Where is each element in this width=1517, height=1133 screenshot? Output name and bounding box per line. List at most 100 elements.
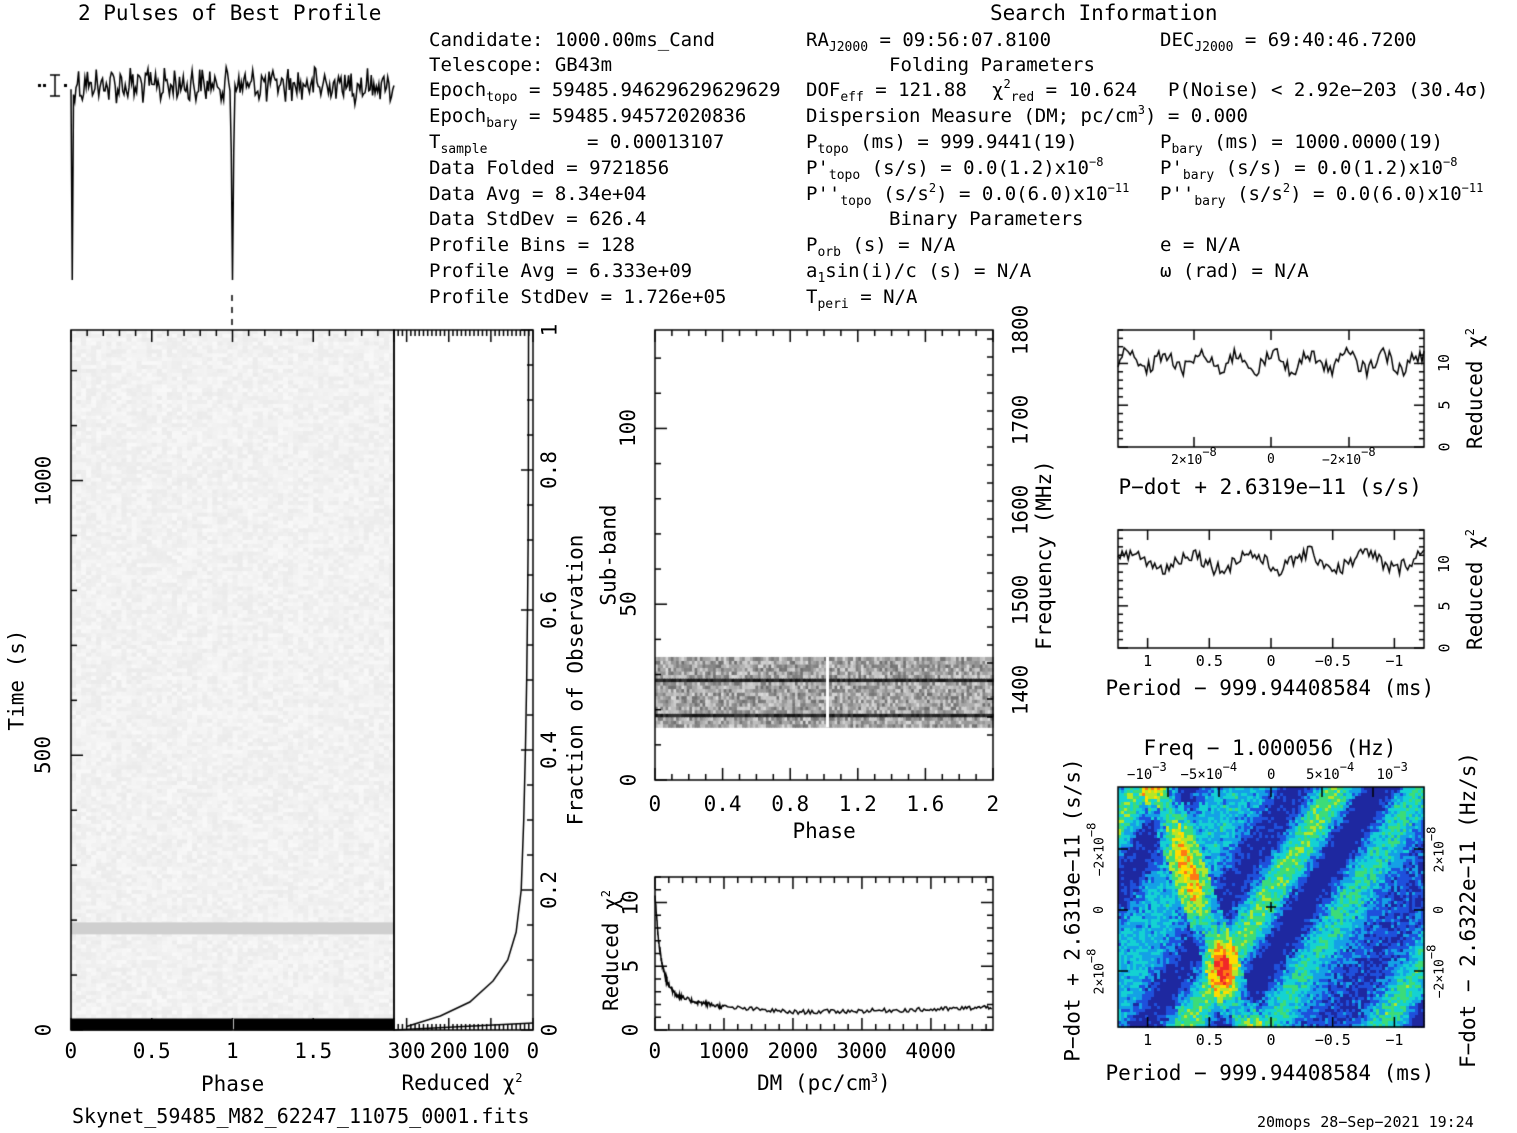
pdot-xtick-sup: −8 — [1361, 444, 1376, 459]
candidate-line: Candidate: 1000.00ms_Cand — [429, 29, 715, 51]
ra-label: RA — [806, 29, 829, 51]
pdot-bary-line: P'bary (s/s) = 0.0(1.2)x10−8 — [1160, 155, 1457, 183]
dec-sub: J2000 — [1194, 40, 1234, 55]
subband-ytick: 0 — [615, 773, 640, 787]
pdot_chi-ytick: 0 — [1435, 442, 1454, 452]
time-phase-ytick: 500 — [30, 736, 55, 775]
search-title: Search Information — [990, 1, 1218, 25]
subband-freq-tick: 1800 — [1007, 304, 1032, 356]
pdot-xtick-sup: −8 — [1202, 444, 1217, 459]
pdot-bary-label: P' — [1160, 157, 1183, 179]
a1-line: a1sin(i)/c (s) = N/A — [806, 261, 1031, 286]
map-right-tick-sup: −8 — [1424, 944, 1439, 959]
pdot-topo-line: P'topo (s/s) = 0.0(1.2)x10−8 — [806, 155, 1103, 183]
chi-frac-ytick: 1 — [536, 323, 561, 337]
epoch-bary-line: Epochbary = 59485.94572020836 — [429, 105, 747, 131]
map-top-tick-sup: −4 — [1222, 760, 1238, 774]
pdot-xtick: 0 — [1267, 452, 1275, 467]
subband-freq-tick: 1600 — [1007, 484, 1032, 536]
map-title: Freq − 1.000056 (Hz) — [1143, 736, 1397, 760]
subband-ytick: 100 — [615, 409, 640, 448]
dm-xtick: 1000 — [698, 1039, 750, 1063]
map-left-tick-sup: −8 — [1084, 822, 1099, 837]
epoch-bary-value: = 59485.94572020836 — [517, 105, 747, 127]
map-top-tick: −10−3 — [1127, 760, 1167, 783]
epoch-topo-value: = 59485.94629629629629 — [517, 79, 781, 101]
ptopo-value: (ms) = 999.9441(19) — [848, 131, 1078, 153]
map-right-tick-sup: −8 — [1424, 826, 1439, 841]
timestamp-footer: 20mops 28−Sep−2021 19:24 — [1257, 1113, 1474, 1131]
dm-xtick: 3000 — [836, 1039, 888, 1063]
chi-frac-ylabel: Fraction of Observation — [562, 534, 587, 826]
pdot-xtick: −2×10−8 — [1322, 444, 1376, 468]
time-phase-ytick: 1000 — [30, 455, 55, 506]
period_chi-ytick: 5 — [1435, 601, 1454, 611]
ra-line: RAJ2000 = 09:56:07.8100 — [806, 29, 1052, 55]
binary-title: Binary Parameters — [889, 208, 1084, 230]
time-phase-xtick: 1.5 — [294, 1039, 333, 1063]
subband-freq-tick: 1500 — [1007, 574, 1032, 626]
pddot-bary-sub: bary — [1194, 194, 1226, 209]
chi-frac-xlabel-sup: 2 — [515, 1070, 523, 1085]
profile-bins-line: Profile Bins = 128 — [429, 234, 635, 256]
ra-sub: J2000 — [828, 40, 869, 55]
tperi-line: Tperi = N/A — [806, 286, 917, 312]
chi-frac-ytick: 0.2 — [536, 871, 561, 909]
subband-xlabel: Phase — [792, 819, 856, 843]
subband-ytick: 50 — [616, 591, 641, 617]
dm-xlabel-sup: 3 — [870, 1070, 879, 1085]
dm-xlabel: DM (pc/cm3) — [757, 1070, 891, 1095]
epoch-bary-sub: bary — [486, 116, 518, 131]
data-avg-line: Data Avg = 8.34e+04 — [429, 183, 647, 205]
pdot-xtick: 2×10−8 — [1171, 444, 1217, 468]
map-xtick: −0.5 — [1314, 1031, 1351, 1049]
dm-ytick: 0 — [617, 1023, 642, 1037]
tsample-sub: sample — [440, 142, 488, 157]
map-right-tick: 0 — [1431, 906, 1447, 914]
pddot-bary-sup: 2 — [1282, 181, 1291, 195]
subband-xtick: 2 — [986, 792, 1000, 816]
map-left-tick: 2×10−8 — [1084, 948, 1108, 994]
map-top-tick: 10−3 — [1376, 760, 1408, 783]
period-xtick: 1 — [1143, 652, 1153, 670]
folding-title: Folding Parameters — [889, 54, 1095, 76]
pbary-value: (ms) = 1000.0000(19) — [1202, 131, 1443, 153]
pdot_chi-ylabel-sup: 2 — [1462, 327, 1477, 336]
pdot-topo-label: P' — [806, 157, 829, 179]
subband-xtick: 0.4 — [703, 792, 742, 816]
period_chi-ytick: 10 — [1435, 554, 1454, 573]
ra-value: = 09:56:07.8100 — [868, 29, 1052, 51]
chi-frac-ytick: 0.6 — [536, 591, 561, 629]
chi-frac-xlabel: Reduced χ2 — [401, 1070, 523, 1095]
pbary-label: P — [1160, 131, 1172, 153]
map-xtick: 0 — [1266, 1031, 1276, 1049]
filename-footer: Skynet_59485_M82_62247_11075_0001.fits — [72, 1104, 530, 1128]
subband-xtick: 1.2 — [838, 792, 877, 816]
map-xlabel: Period − 999.94408584 (ms) — [1105, 1061, 1435, 1085]
period_chi-ylabel: Reduced χ2 — [1462, 528, 1487, 650]
ptopo-label: P — [806, 131, 818, 153]
time-phase-xtick: 0 — [64, 1039, 78, 1063]
period-xtick: −0.5 — [1314, 652, 1351, 670]
dof-line: DOFeff = 121.88 — [806, 79, 967, 105]
time-phase-xtick: 1 — [226, 1039, 239, 1063]
dm-ylabel: Reduced χ2 — [598, 889, 623, 1011]
map-top-tick: 5×10−4 — [1306, 760, 1355, 783]
period-xtick: 0 — [1266, 652, 1276, 670]
dof-sub: eff — [840, 90, 864, 105]
tperi-label: T — [806, 286, 818, 308]
time-phase-ylabel: Time (s) — [4, 629, 29, 731]
dm-sup: 3 — [1137, 103, 1145, 117]
tperi-sub: peri — [817, 297, 849, 312]
omega-line: ω (rad) = N/A — [1160, 260, 1309, 282]
period_chi-ylabel-sup: 2 — [1462, 528, 1477, 536]
subband-xtick: 0.8 — [771, 792, 810, 816]
ecc-line: e = N/A — [1160, 234, 1241, 256]
porb-value: (s) = N/A — [840, 234, 956, 256]
map-right-tick: 2×10−8 — [1424, 826, 1448, 872]
dof-label: DOF — [806, 79, 841, 101]
map-left-tick-sup: −8 — [1084, 948, 1099, 963]
dm-value: ) = 0.000 — [1144, 105, 1248, 127]
pdot-xlabel: P−dot + 2.6319e−11 (s/s) — [1118, 475, 1422, 499]
